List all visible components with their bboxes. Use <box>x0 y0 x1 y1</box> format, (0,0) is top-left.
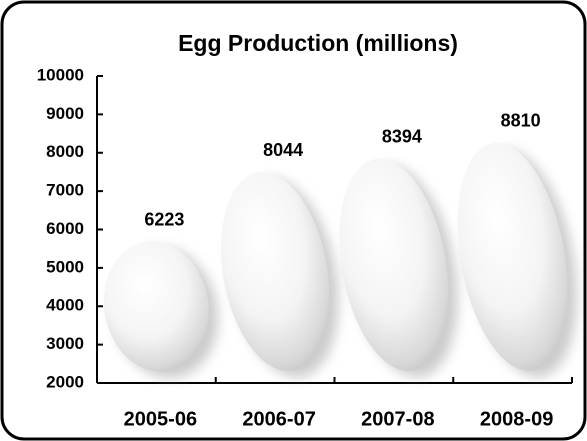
chart-title: Egg Production (millions) <box>178 30 458 56</box>
egg <box>103 241 219 379</box>
egg <box>339 158 458 378</box>
y-tick-label: 6000 <box>46 219 84 238</box>
x-tick-label: 2006-07 <box>242 408 315 430</box>
egg <box>221 172 339 378</box>
egg-body <box>103 241 209 372</box>
y-tick-label: 4000 <box>46 296 84 315</box>
egg <box>457 143 577 378</box>
y-tick-label: 8000 <box>46 142 84 161</box>
egg-body <box>339 158 449 371</box>
egg-body <box>221 172 330 371</box>
x-tick-label: 2008-09 <box>480 408 553 430</box>
y-tick-label: 3000 <box>46 334 84 353</box>
y-tick-label: 5000 <box>46 257 84 276</box>
y-tick-label: 10000 <box>37 65 84 84</box>
x-tick-label: 2005-06 <box>124 408 197 430</box>
y-tick-label: 2000 <box>46 372 84 391</box>
data-label: 8810 <box>501 110 541 130</box>
data-label: 6223 <box>144 210 184 230</box>
data-label: 8044 <box>263 140 303 160</box>
y-tick-label: 9000 <box>46 104 84 123</box>
y-tick-label: 7000 <box>46 181 84 200</box>
data-label: 8394 <box>382 126 422 146</box>
egg-body <box>457 143 568 371</box>
x-tick-label: 2007-08 <box>361 408 434 430</box>
